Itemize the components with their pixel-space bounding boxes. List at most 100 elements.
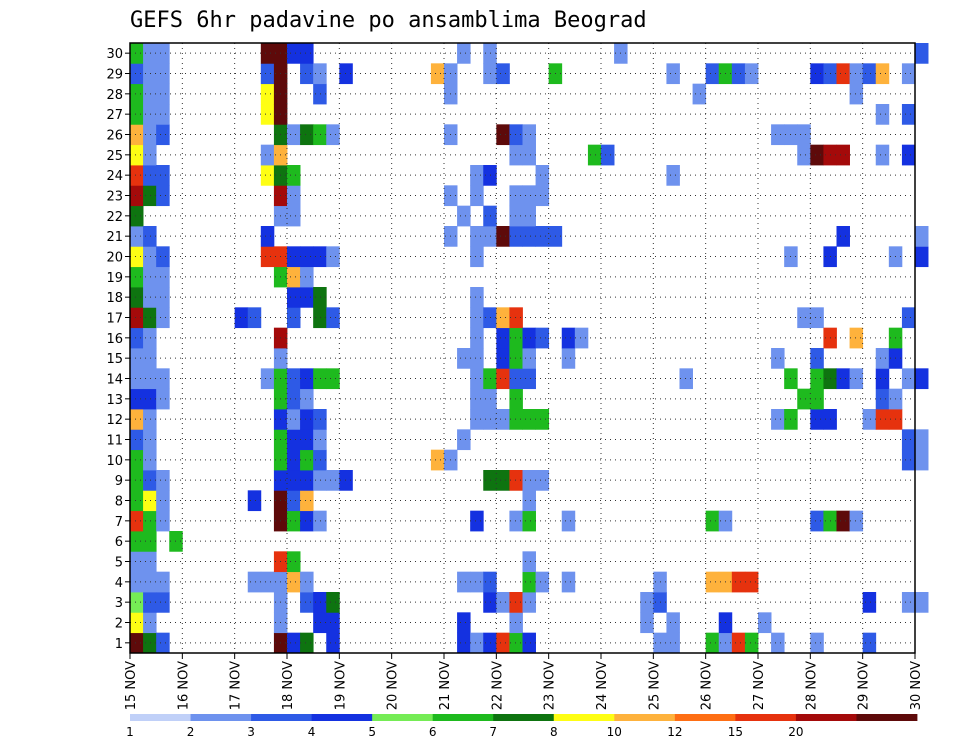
heatmap-cell (287, 632, 301, 654)
x-tick-label: 20 NOV (386, 661, 401, 710)
heatmap-cell (522, 368, 536, 390)
y-tick-label: 20 (106, 251, 123, 266)
heatmap-cell (130, 246, 144, 268)
heatmap-cell (156, 83, 170, 105)
heatmap-cell (771, 124, 785, 146)
heatmap-cell (836, 368, 850, 390)
heatmap-cell (483, 592, 497, 613)
heatmap-cell (509, 307, 523, 329)
heatmap-cell (313, 510, 327, 532)
heatmap-cell (483, 165, 497, 186)
heatmap-cell (156, 104, 170, 125)
heatmap-cell (143, 409, 157, 430)
heatmap-cell (640, 592, 654, 613)
heatmap-cell (313, 470, 327, 491)
heatmap-cell (522, 470, 536, 491)
heatmap-cell (875, 144, 890, 166)
heatmap-cell (300, 409, 314, 430)
heatmap-cell (260, 246, 275, 268)
heatmap-cell (313, 124, 327, 146)
heatmap-cell (287, 409, 301, 430)
heatmap-cell (587, 144, 602, 166)
y-tick-label: 8 (115, 495, 123, 510)
x-tick-label: 15 NOV (124, 661, 139, 710)
x-tick-label: 21 NOV (438, 661, 453, 710)
y-tick-label: 10 (106, 454, 123, 469)
heatmap-cell (300, 632, 314, 654)
heatmap-cell (862, 409, 877, 430)
heatmap-cell (156, 246, 170, 268)
heatmap-cell (130, 449, 144, 471)
colorbar-swatch (130, 714, 191, 721)
heatmap-cell (731, 571, 746, 593)
heatmap-cell (287, 124, 301, 146)
heatmap-cell (522, 409, 536, 430)
heatmap-cell (483, 470, 497, 491)
heatmap-cell (496, 409, 510, 430)
heatmap-cell (300, 429, 314, 451)
heatmap-cell (875, 368, 890, 390)
heatmap-cell (509, 327, 523, 349)
heatmap-cell (875, 63, 890, 85)
heatmap-cell (143, 246, 157, 268)
heatmap-cell (247, 307, 262, 329)
colorbar-label: 20 (788, 725, 803, 739)
heatmap-cell (260, 63, 275, 85)
heatmap-cell (247, 490, 262, 512)
heatmap-cell (300, 287, 314, 308)
grid-layer (130, 43, 915, 653)
heatmap-cell (522, 185, 536, 207)
heatmap-cell (156, 592, 170, 613)
heatmap-cell (457, 43, 471, 64)
heatmap-cell (875, 348, 890, 369)
heatmap-cell (849, 327, 864, 349)
heatmap-cell (287, 205, 301, 227)
heatmap-cell (339, 470, 353, 491)
heatmap-cell (771, 348, 785, 369)
heatmap-cell (849, 83, 864, 105)
colorbar-swatch (735, 714, 797, 721)
x-tick-label: 24 NOV (595, 661, 610, 710)
heatmap-cell (143, 307, 157, 329)
heatmap-cell (313, 612, 327, 634)
y-tick-label: 15 (106, 352, 123, 367)
heatmap-cell (875, 388, 890, 410)
x-tick-label: 17 NOV (229, 661, 244, 710)
heatmap-cell (496, 124, 510, 146)
heatmap-cell (260, 165, 275, 186)
heatmap-cell (287, 246, 301, 268)
heatmap-cell (509, 470, 523, 491)
heatmap-cell (470, 632, 484, 654)
y-tick-label: 25 (106, 149, 123, 164)
heatmap-cell (522, 510, 536, 532)
heatmap-cell (705, 632, 720, 654)
heatmap-cell (457, 348, 471, 369)
heatmap-cell (470, 571, 484, 593)
heatmap-cell (326, 470, 340, 491)
heatmap-cell (143, 63, 157, 85)
heatmap-cell (535, 165, 550, 186)
colorbar-label: 2 (187, 725, 195, 739)
y-tick-label: 16 (106, 332, 123, 347)
heatmap-cell (260, 368, 275, 390)
heatmap-cell (130, 307, 144, 329)
colorbar-label: 6 (429, 725, 437, 739)
heatmap-cell (483, 226, 497, 247)
heatmap-cell (574, 327, 589, 349)
heatmap-cell (496, 368, 510, 390)
heatmap-cell (143, 531, 157, 552)
heatmap-cell (496, 327, 510, 349)
heatmap-cell (313, 368, 327, 390)
colorbar-swatch (432, 714, 494, 721)
heatmap-cell (287, 43, 301, 64)
heatmap-cell (287, 307, 301, 329)
heatmap-cell (287, 510, 301, 532)
heatmap-cell (143, 388, 157, 410)
heatmap-cell (810, 388, 824, 410)
heatmap-cell (744, 571, 759, 593)
heatmap-cell (915, 429, 929, 451)
x-tick-label: 29 NOV (857, 661, 872, 710)
heatmap-cell (522, 490, 536, 512)
heatmap-cell (143, 632, 157, 654)
heatmap-cell (862, 632, 877, 654)
